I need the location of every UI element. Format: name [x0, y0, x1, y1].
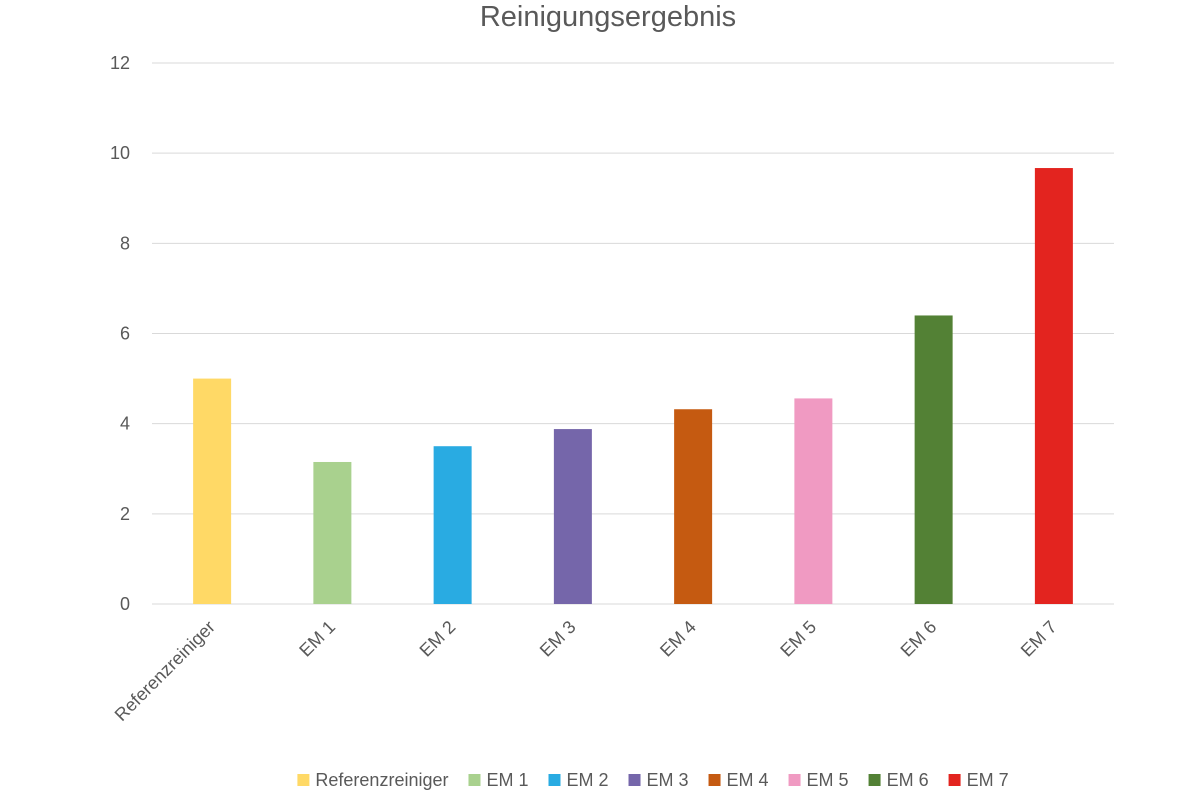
legend-item: EM 5 [788, 770, 849, 790]
y-tick-label: 0 [120, 594, 130, 614]
legend-item: EM 4 [708, 770, 769, 790]
legend-swatch [548, 774, 561, 786]
legend-label: EM 3 [647, 770, 689, 790]
bar-em-3 [553, 429, 592, 604]
y-tick-label: 2 [120, 504, 130, 524]
chart-title: Reinigungsergebnis [480, 1, 736, 33]
legend-item: EM 1 [468, 770, 529, 790]
bar-em-4 [674, 409, 713, 604]
legend-label: EM 7 [967, 770, 1009, 790]
y-tick-label: 6 [120, 324, 130, 344]
bar-em-1 [313, 461, 352, 604]
x-category-label: EM 7 [1017, 617, 1061, 661]
legend-item: EM 6 [868, 770, 929, 790]
gridlines [152, 62, 1114, 605]
x-category-label: EM 1 [295, 617, 339, 661]
legend-swatch [948, 774, 961, 786]
y-tick-label: 12 [110, 53, 130, 73]
legend-swatch [468, 774, 481, 786]
legend-swatch [628, 774, 641, 786]
legend-item: Referenzreiniger [297, 770, 448, 790]
legend-label: EM 1 [486, 770, 528, 790]
y-axis-ticks: 0 2 4 6 8 10 12 [110, 53, 130, 614]
legend-label: EM 5 [807, 770, 849, 790]
legend-item: EM 7 [948, 770, 1009, 790]
bars [193, 168, 1073, 604]
y-tick-label: 8 [120, 233, 130, 253]
x-axis-labels: Referenzreiniger EM 1 EM 2 EM 3 EM 4 EM 5 EM 6… [111, 617, 1061, 725]
legend-swatch [868, 774, 881, 786]
legend-swatch [788, 774, 801, 786]
legend-swatch [297, 774, 310, 786]
x-category-label: EM 3 [536, 617, 580, 661]
y-tick-label: 10 [110, 143, 130, 163]
y-tick-label: 4 [120, 414, 130, 434]
bar-em-6 [914, 315, 953, 604]
legend-item: EM 3 [628, 770, 689, 790]
x-category-label: EM 6 [897, 617, 941, 661]
x-category-label: EM 5 [776, 617, 820, 661]
legend-label: EM 4 [727, 770, 769, 790]
legend-item: EM 2 [548, 770, 609, 790]
legend-label: EM 6 [887, 770, 929, 790]
legend-label: EM 2 [567, 770, 609, 790]
legend-swatch [708, 774, 721, 786]
bar-em-2 [433, 446, 472, 604]
legend: Referenzreiniger EM 1 EM 2 EM 3 EM 4 EM 5 EM 6… [297, 770, 1009, 790]
bar-referenzreiniger [193, 378, 232, 604]
x-category-label: Referenzreiniger [111, 617, 219, 725]
x-category-label: EM 4 [656, 617, 700, 661]
bar-em-7 [1034, 168, 1073, 604]
x-category-label: EM 2 [416, 617, 460, 661]
bar-em-5 [794, 398, 833, 604]
legend-label: Referenzreiniger [315, 770, 448, 790]
